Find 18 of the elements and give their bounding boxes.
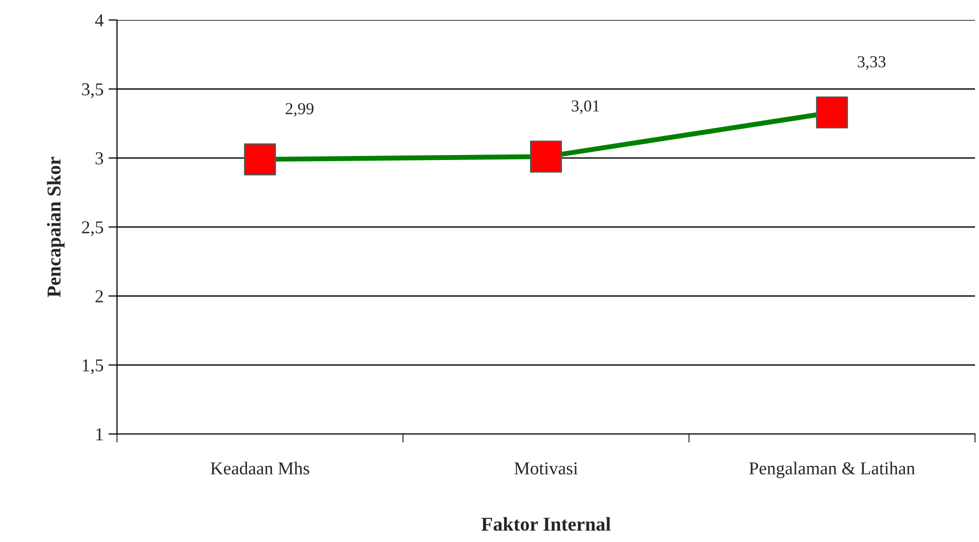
point	[530, 140, 562, 173]
data-label: 3,01	[572, 100, 600, 114]
data-label: 2,99	[286, 103, 314, 117]
x-tick-label: Keadaan Mhs	[210, 462, 310, 474]
y-axis-title: Pencapaian Skor	[46, 156, 65, 298]
y-tick-label: 1	[96, 428, 103, 440]
y-tick-label: 2,5	[82, 221, 104, 236]
x-tick-label: Pengalaman & Latihan	[749, 462, 915, 478]
x-axis-title: Faktor Internal	[481, 517, 611, 531]
y-tick-label: 3,5	[82, 83, 104, 98]
data-label: 3,33	[858, 56, 886, 70]
y-tick-label: 1,5	[82, 359, 104, 374]
y-tick-label: 3	[96, 152, 104, 164]
y-tick-label: 2	[96, 290, 103, 302]
point	[816, 96, 848, 128]
x-tick-label: Motivasi	[514, 462, 578, 474]
y-tick-label: 4	[95, 14, 104, 26]
point	[244, 143, 276, 176]
